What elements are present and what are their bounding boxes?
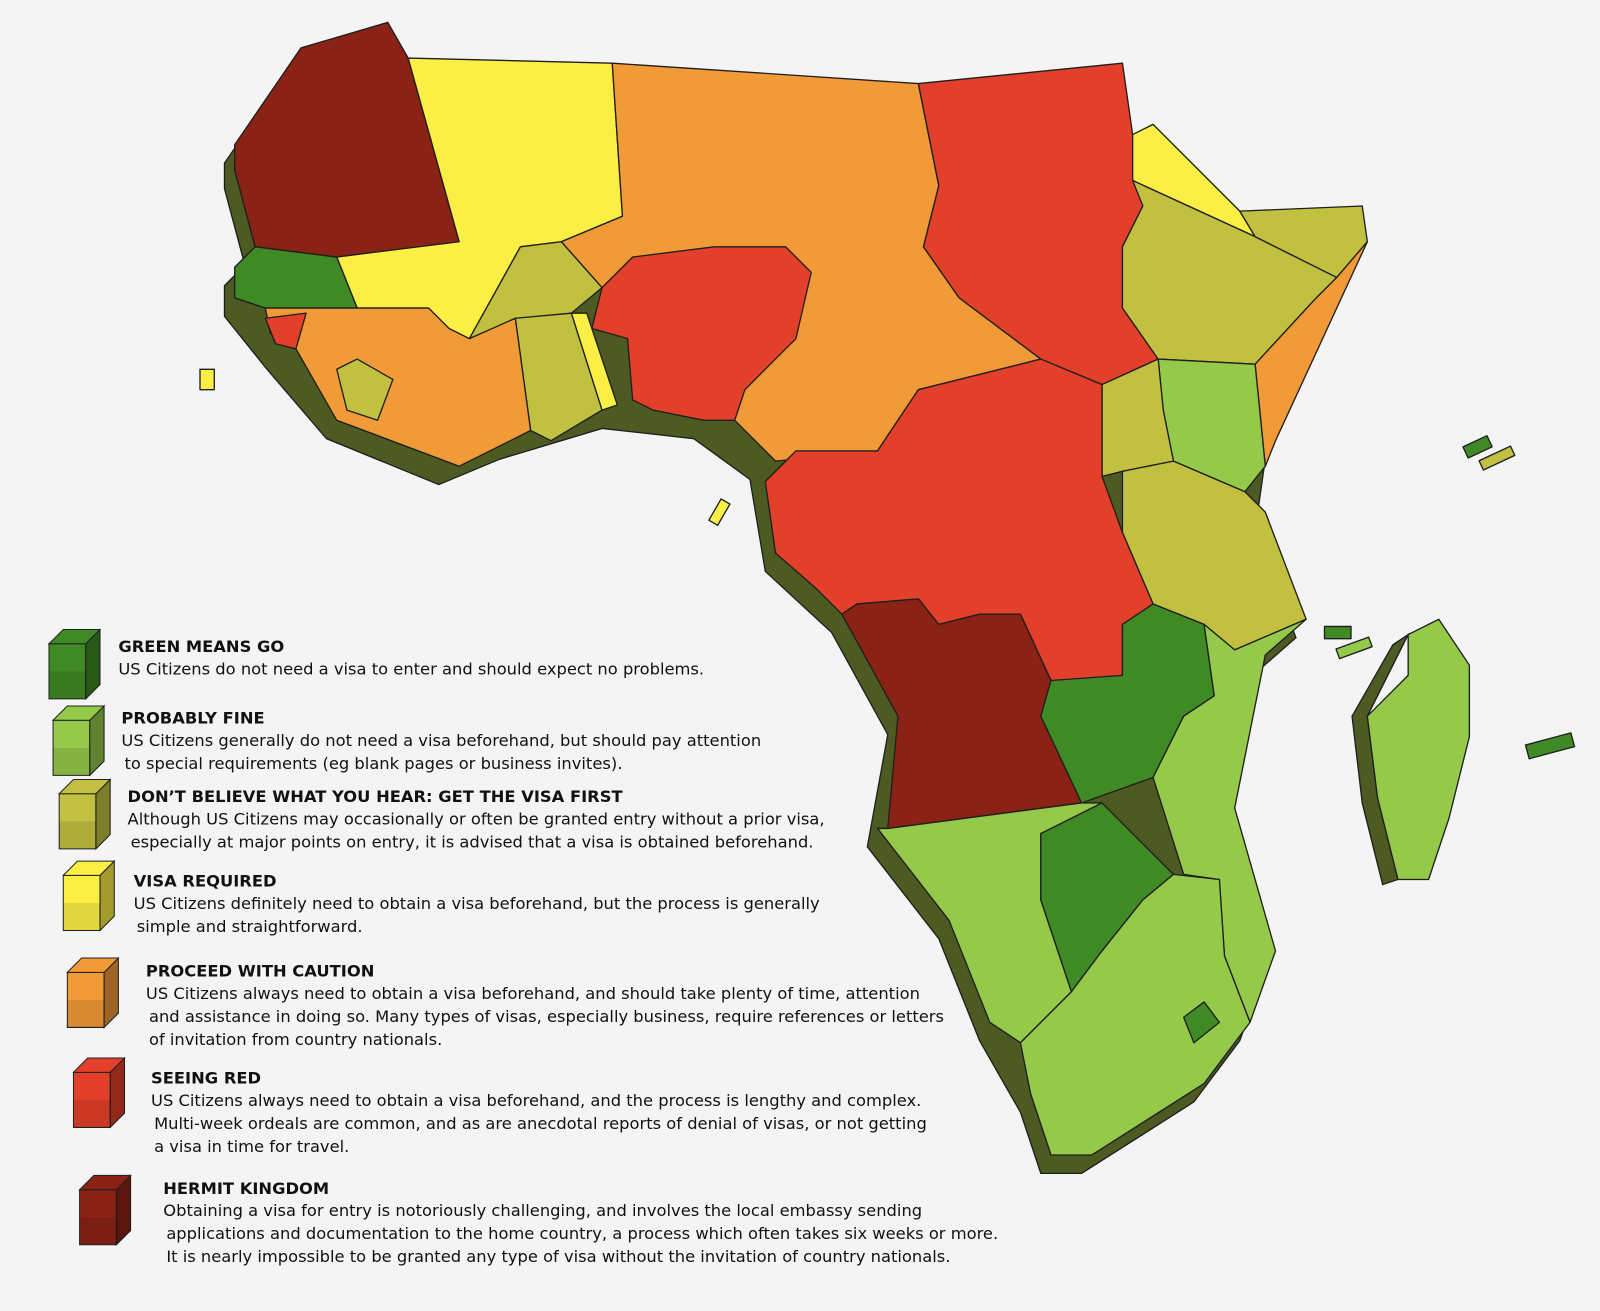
legend-box-shade [100,861,115,931]
legend-description: Obtaining a visa for entry is notoriousl… [163,1201,922,1220]
country [264,312,307,350]
country [591,246,812,421]
legend-description: of invitation from country nationals. [149,1030,442,1049]
legend-description: simple and straightforward. [137,917,363,936]
legend: GREEN MEANS GO US Citizens do not need a … [47,628,998,1266]
legend-box-top [62,860,116,876]
legend-box-top [47,628,102,645]
island [1323,625,1352,640]
legend-box-shade [95,779,111,849]
legend-box-bottom-shade [63,902,100,931]
island [1366,618,1471,881]
legend-description: a visa in time for travel. [154,1137,349,1156]
legend-box-top [57,778,112,795]
legend-title: GREEN MEANS GO [118,637,284,656]
legend-description: It is nearly impossible to be granted an… [166,1247,950,1266]
africa-map [199,21,1576,1175]
island [708,498,731,526]
legend-box-top [72,1057,126,1073]
legend-title: HERMIT KINGDOM [163,1179,329,1198]
island [1335,636,1373,660]
legend-title: PROCEED WITH CAUTION [146,961,374,980]
legend-title: SEEING RED [151,1069,261,1088]
country [234,21,460,258]
country [570,312,619,411]
legend-description: especially at major points on entry, it … [131,832,814,851]
island [1462,435,1493,459]
legend-description: Although US Citizens may occasionally or… [128,809,825,828]
legend-description: US Citizens generally do not need a visa… [121,731,761,750]
legend-box-shade [110,1058,125,1128]
island [1524,732,1576,760]
legend-description: US Citizens always need to obtain a visa… [146,984,920,1003]
legend-box-bottom-shade [79,1217,117,1245]
legend-box-bottom-shade [73,1099,111,1128]
legend-description: US Citizens always need to obtain a visa… [151,1091,921,1110]
legend-description: applications and documentation to the ho… [166,1224,998,1243]
legend-box-shade [89,706,105,776]
legend-box-bottom-shade [59,821,96,849]
country [336,358,394,421]
legend-description: US Citizens do not need a visa to enter … [118,659,704,678]
country [1183,1001,1221,1044]
legend-description: to special requirements (eg blank pages … [124,754,622,773]
legend-box-bottom-shade [67,999,105,1028]
legend-description: Multi-week ordeals are common, and as ar… [154,1114,927,1133]
legend-box-top [66,957,120,973]
legend-title: VISA REQUIRED [134,872,277,891]
legend-description: and assistance in doing so. Many types o… [149,1007,944,1026]
legend-description: US Citizens definitely need to obtain a … [134,894,820,913]
legend-box-bottom-shade [53,747,90,776]
legend-box-top [78,1174,132,1191]
island [199,368,215,391]
island [1478,445,1516,471]
legend-box-shade [104,958,119,1028]
legend-box-shade [85,629,100,699]
legend-box-top [51,705,106,721]
legend-title: PROBABLY FINE [121,708,264,727]
legend-title: DON’T BELIEVE WHAT YOU HEAR: GET THE VIS… [128,787,624,806]
country [841,598,1083,830]
legend-box-shade [116,1175,131,1245]
legend-box-bottom-shade [48,671,86,699]
country [1019,873,1251,1156]
